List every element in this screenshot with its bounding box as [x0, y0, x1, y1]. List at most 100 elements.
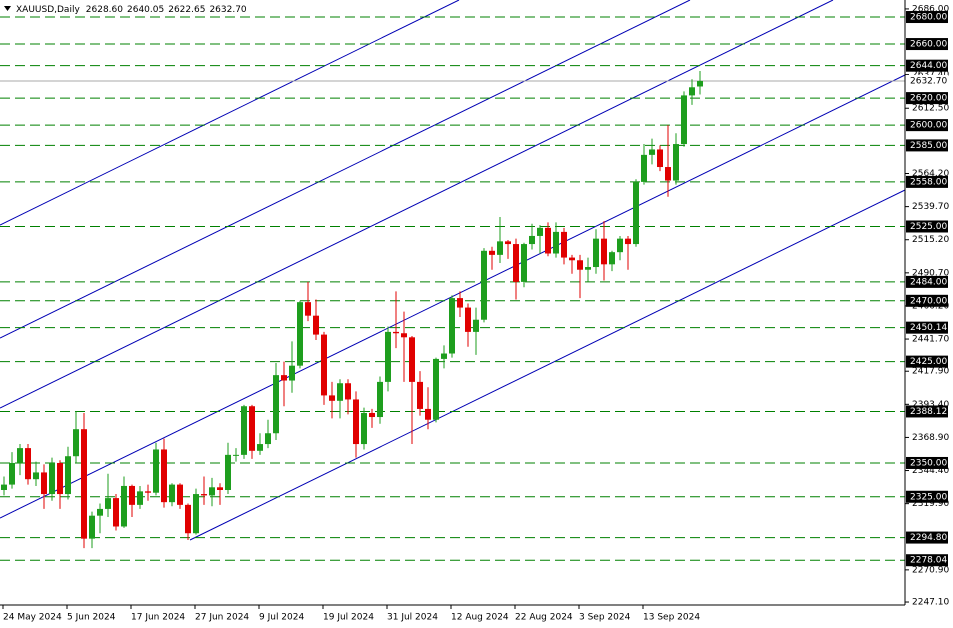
candle-body	[129, 485, 135, 505]
candle-body	[193, 494, 199, 534]
x-tick-label: 19 Jul 2024	[323, 613, 374, 623]
level-box	[906, 554, 948, 567]
candle-body	[49, 462, 55, 495]
candle-body	[649, 149, 655, 155]
candle-body	[169, 484, 175, 503]
x-tick-label: 5 Jun 2024	[67, 613, 116, 623]
candle-body	[401, 333, 407, 338]
level-box	[906, 531, 948, 544]
candle-body	[465, 307, 471, 332]
axis: 2686.002637.402612.502564.202539.702515.…	[2, 4, 949, 623]
candle-body	[409, 337, 415, 382]
candle-body	[225, 454, 231, 490]
candle-body	[545, 227, 551, 254]
y-tick-label: 2368.90	[912, 433, 949, 443]
candle-body	[97, 508, 103, 516]
current-price-box	[906, 74, 948, 87]
y-tick-label: 2393.40	[912, 400, 949, 410]
level-label: 2644.00	[910, 61, 947, 71]
level-label: 2278.04	[910, 556, 947, 566]
level-label: 2558.00	[910, 177, 947, 187]
candle-body	[289, 365, 295, 381]
level-label: 2470.00	[910, 296, 947, 306]
menu-arrow[interactable]	[4, 6, 11, 11]
price-axis-bg	[905, 0, 953, 628]
level-label: 2484.00	[910, 277, 947, 287]
high-price: 2640.05	[127, 5, 164, 15]
candle-body	[1, 484, 7, 490]
candle-body	[153, 449, 159, 493]
level-box	[906, 456, 948, 469]
low-price: 2622.65	[168, 5, 205, 15]
candle-body	[273, 375, 279, 434]
candle-body	[609, 252, 615, 265]
level-label: 2620.00	[910, 94, 947, 104]
candle-body	[593, 238, 599, 268]
level-label: 2680.00	[910, 13, 947, 23]
candle-body	[441, 353, 447, 359]
x-tick-label: 24 May 2024	[3, 613, 62, 623]
x-tick-label: 17 Jun 2024	[131, 613, 185, 623]
candle-body	[25, 448, 31, 480]
level-label: 2450.14	[910, 323, 947, 333]
candle-body	[561, 231, 567, 258]
candle-body	[345, 383, 351, 400]
level-box	[906, 175, 948, 188]
candle-body	[417, 381, 423, 409]
candle-body	[513, 244, 519, 282]
candle-body	[33, 472, 39, 480]
x-tick-label: 9 Jul 2024	[259, 613, 304, 623]
candle-body	[425, 408, 431, 420]
candle-body	[177, 484, 183, 505]
channel-line	[0, 0, 460, 226]
candle-body	[81, 429, 87, 539]
candle-body	[65, 456, 71, 495]
channel-line	[189, 189, 906, 541]
candle-body	[481, 250, 487, 320]
current-price-label: 2632.70	[910, 76, 947, 86]
candle-body	[569, 257, 575, 261]
candle-body	[233, 454, 239, 456]
candle-body	[73, 429, 79, 457]
candle-body	[57, 462, 63, 495]
candle-body	[641, 154, 647, 182]
level-box	[906, 321, 948, 334]
candle-body	[489, 250, 495, 255]
candle-body	[601, 238, 607, 265]
level-box	[906, 294, 948, 307]
symbol: XAUUSD,Daily	[16, 5, 80, 15]
channel-line	[0, 0, 834, 409]
level-label: 2294.80	[910, 533, 947, 543]
candle-body	[17, 448, 23, 463]
y-tick-label: 2564.20	[912, 169, 949, 179]
candle-body	[681, 95, 687, 145]
level-label: 2425.00	[910, 357, 947, 367]
candle-body	[553, 231, 559, 254]
candle-body	[89, 515, 95, 539]
candle-body	[217, 487, 223, 490]
candle-body	[521, 244, 527, 282]
x-tick-label: 27 Jun 2024	[195, 613, 249, 623]
level-box	[906, 220, 948, 233]
candle-body	[201, 494, 207, 496]
candle-body	[337, 383, 343, 401]
channel-line	[0, 0, 691, 339]
candle-body	[585, 267, 591, 270]
candle-body	[249, 406, 255, 451]
level-label: 2388.12	[910, 407, 947, 417]
y-tick-label: 2441.70	[912, 335, 949, 345]
levels	[0, 16, 905, 561]
y-tick-label: 2270.90	[912, 565, 949, 575]
y-tick-label: 2247.10	[912, 598, 949, 608]
level-box	[906, 490, 948, 503]
candle-body	[265, 433, 271, 445]
y-tick-label: 2612.50	[912, 104, 949, 114]
x-tick-label: 3 Sep 2024	[579, 613, 631, 623]
candle-body	[137, 491, 143, 505]
candle-body	[281, 375, 287, 381]
candle-body	[353, 399, 359, 445]
level-label: 2325.00	[910, 492, 947, 502]
candle-body	[537, 227, 543, 236]
level-box	[906, 275, 948, 288]
candle-body	[361, 412, 367, 445]
